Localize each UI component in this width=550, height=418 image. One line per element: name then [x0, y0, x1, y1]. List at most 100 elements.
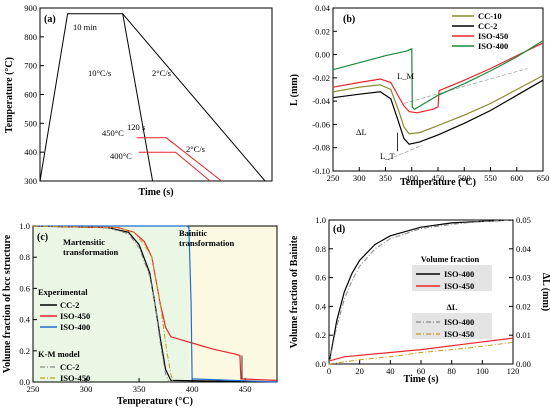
- x-tick-label: 80: [447, 366, 456, 376]
- x-axis-label: Time (s): [403, 374, 438, 385]
- annotation: 2°C/s: [152, 68, 171, 78]
- series-line-2: [328, 219, 514, 365]
- legend-label: CC-2: [60, 362, 79, 372]
- y-tick-label: 600: [24, 90, 37, 100]
- x-tick-label: 600: [510, 173, 523, 183]
- legend-label: ISO-450: [60, 373, 90, 383]
- y-tick-label: 0.02: [315, 26, 330, 36]
- region-label: transformation: [63, 247, 119, 257]
- x-tick-label: 450: [239, 384, 252, 394]
- legend-label: ISO-400: [444, 269, 474, 279]
- legend-label: ISO-450: [444, 281, 474, 291]
- series-line-1: [332, 79, 544, 145]
- annotation: 2°C/s: [186, 144, 205, 154]
- y-tick-label: 0.00: [315, 50, 330, 60]
- series-line-0: [39, 13, 154, 182]
- x-tick-label: 60: [417, 366, 426, 376]
- legend-group-title: K-M model: [38, 349, 80, 359]
- x-tick-label: 40: [386, 366, 395, 376]
- y-tick-label: 500: [24, 118, 37, 128]
- annotation: ΔL: [356, 127, 367, 137]
- panel-label: (a): [44, 14, 56, 25]
- series-line-0: [328, 219, 514, 365]
- plot-frame: [328, 219, 514, 365]
- x-axis-label: Temperature (°C): [117, 396, 193, 407]
- y-tick-label: -0.06: [312, 119, 330, 129]
- series-line-3: [328, 341, 514, 365]
- region-bainitic: [188, 226, 277, 382]
- tangent-line-upper: [403, 68, 528, 104]
- legend-label: ISO-400: [444, 317, 474, 327]
- legend-box: [412, 313, 492, 339]
- y-axis-label: L (mm): [289, 74, 300, 106]
- legend-label: ISO-400: [478, 41, 508, 51]
- y-tick-label: 0.8: [19, 252, 30, 262]
- x-tick-label: 100: [476, 366, 489, 376]
- legend-group-title: ΔL: [447, 302, 458, 312]
- y-right-tick-label: 0.05: [516, 215, 531, 225]
- y-tick-label: -0.04: [312, 96, 330, 106]
- panel-a: 300 400 500 600 700 800 900 (a) Time (s) Temperat…: [4, 3, 273, 198]
- legend-group-title: Experimental: [38, 287, 88, 297]
- panel-c: 250 300 350 400 450 0.0 0.2 0.4 0.6 0.8 1.0 (c) Mart…: [2, 221, 278, 407]
- plot-frame: [39, 7, 273, 182]
- annotation: 10°C/s: [88, 68, 111, 78]
- region-label: transformation: [179, 238, 235, 248]
- x-tick-label: 250: [27, 384, 40, 394]
- y-tick-label: 0.8: [315, 244, 326, 254]
- x-tick-label: 400: [405, 173, 418, 183]
- annotation: 400°C: [110, 151, 132, 161]
- y-right-tick-label: 0.04: [516, 244, 532, 254]
- legend-label: ISO-400: [60, 322, 90, 332]
- y-tick-label: -0.02: [312, 73, 330, 83]
- panel-b: 250 300 350 400 450 500 550 600 650 -0.10 -0.08 -0.…: [289, 3, 549, 188]
- legend-label: ISO-450: [444, 329, 474, 339]
- tangent-line-lower: [387, 145, 423, 160]
- x-tick-label: 300: [80, 384, 93, 394]
- legend-label: ISO-450: [478, 31, 508, 41]
- region-label: Bainitic: [179, 228, 208, 238]
- y-tick-label: 1.0: [315, 215, 326, 225]
- legend-label: ISO-450: [60, 311, 90, 321]
- x-tick-label: 20: [355, 366, 364, 376]
- legend-label: CC-2: [60, 300, 79, 310]
- series-line-0: [32, 225, 278, 383]
- y-tick-label: 0.4: [315, 301, 326, 311]
- x-tick-label: 550: [484, 173, 497, 183]
- x-axis-label: Time (s): [138, 187, 173, 198]
- y-tick-label: 0.6: [315, 273, 326, 283]
- series-line-2: [136, 137, 222, 182]
- y-tick-label: 0.04: [315, 3, 331, 13]
- x-tick-label: 120: [507, 366, 520, 376]
- series-line-2: [332, 42, 544, 114]
- x-tick-label: 400: [186, 384, 199, 394]
- y-tick-label: 0.6: [19, 283, 30, 293]
- plot-frame: [332, 7, 544, 172]
- annotation: 10 min: [73, 22, 98, 32]
- panel-label: (b): [343, 14, 355, 25]
- y-tick-label: 0.2: [19, 346, 30, 356]
- y-tick-label: 0.0: [315, 359, 326, 369]
- annotation: 450°C: [102, 128, 124, 138]
- x-tick-label: 300: [353, 173, 366, 183]
- y-right-tick-label: 0.02: [516, 301, 531, 311]
- legend-group-title: Volume fraction: [421, 254, 480, 264]
- x-tick-label: 450: [432, 173, 445, 183]
- annotation: L_T: [380, 151, 395, 161]
- legend-label: CC-2: [478, 21, 497, 31]
- y-right-tick-label: 0.00: [516, 359, 531, 369]
- y-tick-label: 0.4: [19, 315, 30, 325]
- y-axis-label: Volume fraction of Bainite: [289, 235, 300, 348]
- y-axis-label: Temperature (°C): [4, 57, 15, 133]
- y-tick-label: 700: [24, 61, 37, 71]
- x-tick-label: 650: [537, 173, 550, 183]
- y-tick-label: 800: [24, 32, 37, 42]
- y-right-tick-label: 0.01: [516, 330, 531, 340]
- annotation: 120 s: [127, 122, 145, 132]
- region-label: Martensitic: [63, 237, 105, 247]
- y-tick-label: 900: [24, 3, 37, 13]
- x-tick-label: 0: [327, 366, 331, 376]
- y-tick-label: 1.0: [19, 221, 30, 231]
- panel-label: (c): [37, 232, 48, 243]
